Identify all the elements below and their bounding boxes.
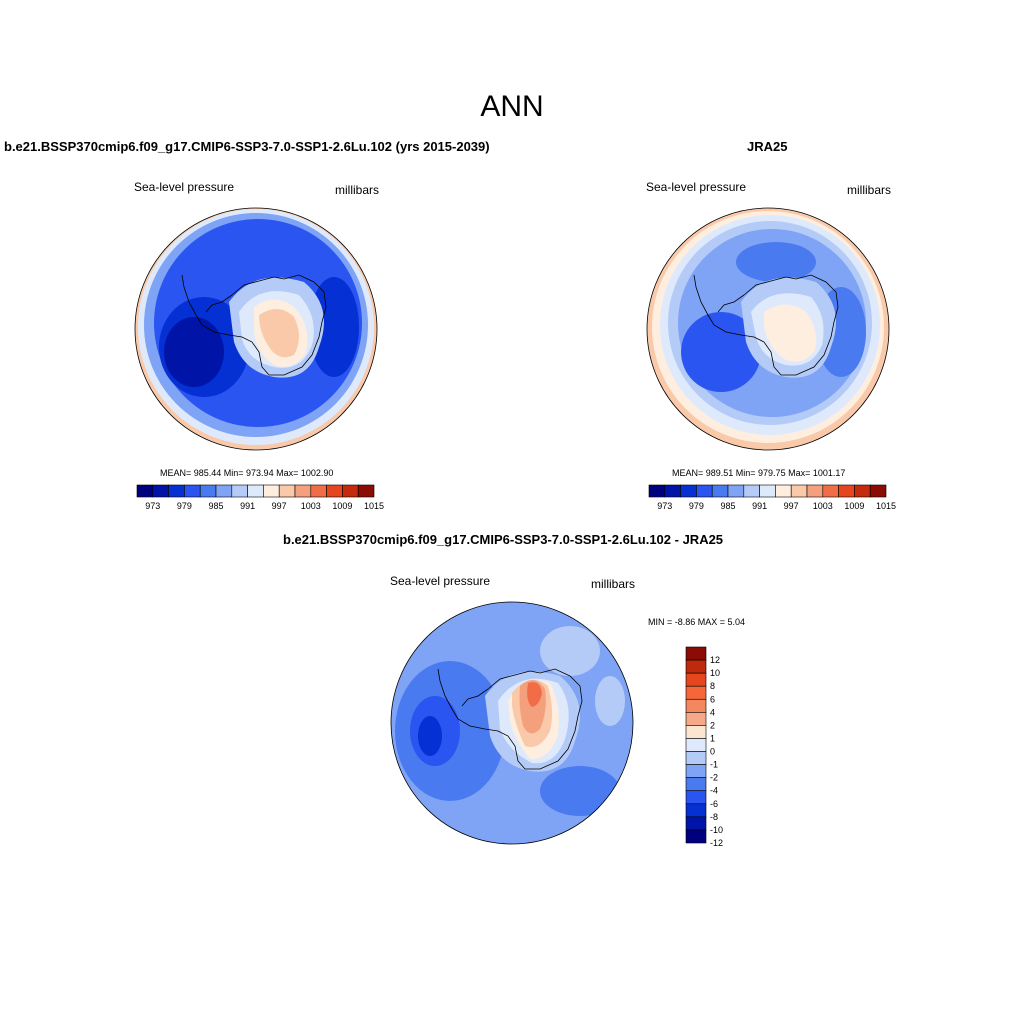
panel-1-heading: b.e21.BSSP370cmip6.f09_g17.CMIP6-SSP3-7.… bbox=[4, 139, 490, 154]
panel-1-colorbar-swatch bbox=[310, 484, 327, 498]
panel-1-colorbar-swatch bbox=[357, 484, 375, 498]
panel-3-colorbar-tick-label: -10 bbox=[710, 825, 723, 835]
panel-2-colorbar-swatch bbox=[727, 484, 745, 498]
panel-2-colorbar-swatch bbox=[822, 484, 839, 498]
panel-1-units-label: millibars bbox=[335, 183, 380, 197]
panel-3-colorbar-tick-label: 10 bbox=[710, 668, 720, 678]
panel-2-colorbar-swatch bbox=[854, 484, 871, 498]
panel-2-colorbar-tick-label: 991 bbox=[752, 501, 767, 511]
panel-1-colorbar-swatch bbox=[215, 484, 233, 498]
panel-3-colorbar-swatch bbox=[685, 659, 707, 674]
panel-2-map bbox=[646, 207, 890, 451]
panel-3-colorbar-tick-label: -4 bbox=[710, 786, 718, 796]
panel-3-colorbar-swatch bbox=[685, 712, 707, 726]
panel-1-colorbar-swatch bbox=[152, 484, 169, 498]
panel-2-colorbar-swatch bbox=[696, 484, 713, 498]
panel-1-colorbar-swatch bbox=[326, 484, 343, 498]
panel-3-colorbar-tick-label: 1 bbox=[710, 733, 715, 743]
panel-1-colorbar-tick-label: 985 bbox=[208, 501, 223, 511]
panel-3-colorbar-swatch bbox=[685, 803, 707, 818]
panel-2-variable-label: Sea-level pressure bbox=[646, 180, 747, 194]
panel-3-colorbar-tick-label: -2 bbox=[710, 773, 718, 783]
panel-1-variable-label: Sea-level pressure bbox=[134, 180, 235, 194]
panel-2-colorbar-tick-label: 1003 bbox=[813, 501, 833, 511]
panel-3-stats: MIN = -8.86 MAX = 5.04 bbox=[648, 617, 746, 627]
panel-2-heading: JRA25 bbox=[747, 139, 788, 154]
panel-3-colorbar-swatch bbox=[685, 698, 707, 713]
panel-1-map bbox=[134, 207, 378, 451]
panel-1-colorbar-swatch bbox=[184, 484, 201, 498]
panel-3-colorbar-tick-label: 4 bbox=[710, 707, 715, 717]
panel-1-colorbar-tick-label: 1003 bbox=[301, 501, 321, 511]
panel-3-heading: b.e21.BSSP370cmip6.f09_g17.CMIP6-SSP3-7.… bbox=[283, 532, 724, 547]
panel-2-colorbar-swatch bbox=[838, 484, 855, 498]
panel-3-variable-label: Sea-level pressure bbox=[390, 574, 491, 588]
panel-3-colorbar-swatch bbox=[685, 816, 707, 831]
panel-3-colorbar-tick-label: -1 bbox=[710, 760, 718, 770]
panel-1-colorbar-swatch bbox=[231, 484, 248, 498]
panel-3-colorbar-tick-label: 12 bbox=[710, 655, 720, 665]
panel-1-colorbar-tick-label: 979 bbox=[177, 501, 192, 511]
panel-3-colorbar-tick-label: 6 bbox=[710, 694, 715, 704]
panel-2-colorbar-swatch bbox=[806, 484, 824, 498]
panel-1-colorbar-swatch bbox=[199, 484, 217, 498]
panel-2-colorbar: 973 979 985 991 997 1003 1009 1015 bbox=[648, 484, 896, 511]
panel-1-colorbar-swatch bbox=[278, 484, 296, 498]
panel-3-colorbar-swatch bbox=[685, 685, 707, 700]
panel-2-colorbar-tick-label: 1009 bbox=[844, 501, 864, 511]
panel-3-colorbar-tick-label: -12 bbox=[710, 838, 723, 848]
panel-3-colorbar-swatch bbox=[685, 790, 707, 805]
panel-1-colorbar-tick-label: 1015 bbox=[364, 501, 384, 511]
panel-1-colorbar-tick-label: 973 bbox=[145, 501, 160, 511]
panel-1-colorbar-tick-label: 991 bbox=[240, 501, 255, 511]
panel-1-colorbar-swatch bbox=[136, 484, 154, 498]
panel-2-colorbar-tick-label: 1015 bbox=[876, 501, 896, 511]
panel-2-colorbar-tick-label: 979 bbox=[689, 501, 704, 511]
panel-1-colorbar-tick-label: 1009 bbox=[332, 501, 352, 511]
panel-3-map bbox=[390, 601, 634, 845]
panel-3-colorbar-swatch bbox=[685, 777, 707, 792]
panel-2-colorbar-swatch bbox=[790, 484, 808, 498]
panel-3-colorbar-swatch bbox=[685, 829, 707, 844]
panel-1-colorbar-tick-label: 997 bbox=[272, 501, 287, 511]
panel-2-colorbar-swatch bbox=[680, 484, 697, 498]
panel-2-colorbar-swatch bbox=[743, 484, 760, 498]
panel-2-stats: MEAN= 989.51 Min= 979.75 Max= 1001.17 bbox=[672, 468, 846, 478]
panel-1-colorbar-swatch bbox=[168, 484, 185, 498]
panel-1-colorbar-swatch bbox=[294, 484, 312, 498]
panel-3-colorbar-swatch bbox=[685, 764, 707, 778]
panel-2-units-label: millibars bbox=[847, 183, 892, 197]
panel-3-colorbar-swatch bbox=[685, 738, 707, 752]
panel-1-colorbar-swatch bbox=[247, 484, 264, 498]
panel-1-colorbar: 973 979 985 991 997 1003 1009 1015 bbox=[136, 484, 384, 511]
panel-1-colorbar-swatch bbox=[263, 484, 280, 498]
panel-3-colorbar-tick-label: 0 bbox=[710, 747, 715, 757]
panel-2-colorbar-swatch bbox=[664, 484, 681, 498]
panel-3-colorbar-tick-label: -8 bbox=[710, 812, 718, 822]
panel-2-colorbar-tick-label: 973 bbox=[657, 501, 672, 511]
panel-2-colorbar-swatch bbox=[869, 484, 887, 498]
panel-2-colorbar-tick-label: 997 bbox=[784, 501, 799, 511]
panel-1-colorbar-swatch bbox=[342, 484, 359, 498]
panel-3-colorbar-swatch bbox=[685, 672, 707, 687]
panel-3-colorbar-swatch bbox=[685, 751, 707, 765]
panel-2-colorbar-swatch bbox=[759, 484, 776, 498]
panel-3-colorbar-tick-label: -6 bbox=[710, 799, 718, 809]
panel-3-colorbar-swatch bbox=[685, 646, 707, 661]
panel-2-colorbar-swatch bbox=[775, 484, 792, 498]
panel-3-colorbar-tick-label: 8 bbox=[710, 681, 715, 691]
panel-2-colorbar-swatch bbox=[711, 484, 729, 498]
panel-3-units-label: millibars bbox=[591, 577, 636, 591]
panel-3-colorbar-tick-label: 2 bbox=[710, 720, 715, 730]
panel-1-stats: MEAN= 985.44 Min= 973.94 Max= 1002.90 bbox=[160, 468, 334, 478]
figure-title: ANN bbox=[480, 90, 544, 123]
panel-2-colorbar-swatch bbox=[648, 484, 666, 498]
panel-3-colorbar-swatch bbox=[685, 725, 707, 739]
panel-2-colorbar-tick-label: 985 bbox=[720, 501, 735, 511]
